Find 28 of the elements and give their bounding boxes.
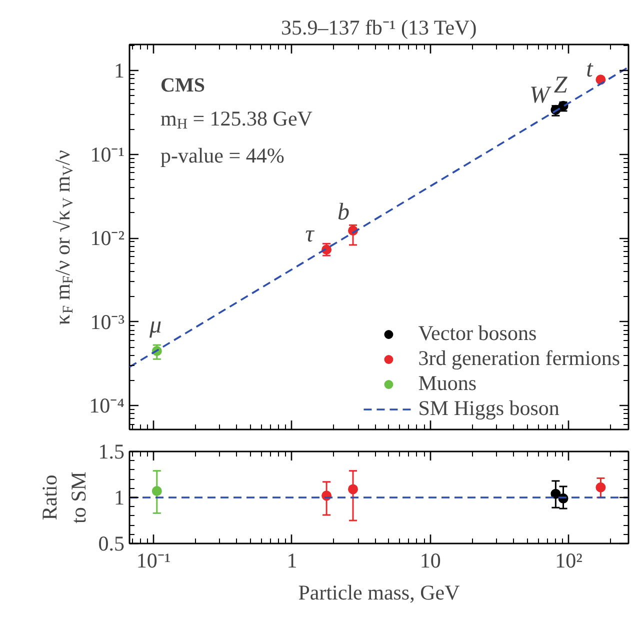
annotation: b (338, 200, 350, 226)
x-tick-label: 10 (420, 548, 441, 572)
y-tick-label: 10⁻¹ (90, 142, 124, 166)
legend-label: Vector bosons (418, 321, 537, 346)
annotation: τ (305, 222, 316, 248)
annotation: p-value = 44% (160, 144, 284, 168)
annotation: W (530, 82, 552, 108)
y-tick-label: 10⁻⁴ (89, 394, 125, 418)
legend-label: SM Higgs boson (418, 396, 560, 421)
y-tick-label: 0.5 (98, 532, 124, 556)
x-axis-title: Particle mass, GeV (298, 580, 460, 604)
x-tick-label: 10² (555, 548, 582, 572)
annotation: t (586, 56, 594, 82)
x-tick-label: 1 (286, 548, 298, 572)
legend-label: 3rd generation fermions (418, 346, 620, 371)
y-tick-label: 10⁻² (90, 226, 124, 250)
annotation: μ (148, 312, 162, 338)
annotation: Z (554, 72, 568, 98)
y-axis-title: Ratio to SM (37, 471, 90, 524)
y-tick-label: 1 (114, 486, 124, 510)
annotation: CMS (160, 74, 205, 96)
y-tick-label: 1.5 (98, 440, 124, 464)
y-tick-label: 10⁻³ (90, 310, 124, 334)
legend-label: Muons (418, 371, 477, 396)
text: κF mF/ν or √κV mV/ν (50, 150, 76, 326)
y-tick-label: 1 (114, 58, 124, 83)
chart-title: 35.9–137 fb⁻¹ (13 TeV) (280, 16, 477, 40)
x-tick-label: 10⁻¹ (136, 548, 171, 572)
